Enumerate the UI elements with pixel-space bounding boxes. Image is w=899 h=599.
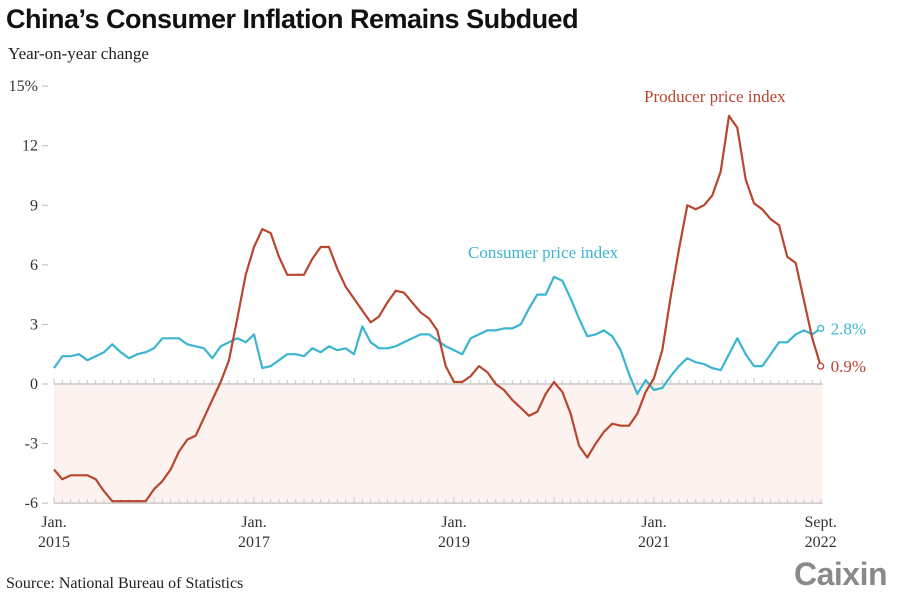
source-note: Source: National Bureau of Statistics <box>6 575 244 592</box>
x-tick-label-year: 2022 <box>805 534 837 551</box>
x-tick-label: Jan. <box>41 514 66 531</box>
y-tick-label: 6 <box>30 257 38 274</box>
end-point-marker <box>817 324 825 333</box>
series-label-cpi: Consumer price index <box>468 243 619 262</box>
x-tick-label-year: 2017 <box>238 534 270 551</box>
y-tick-label: 12 <box>22 138 38 155</box>
chart-subtitle: Year-on-year change <box>8 44 149 63</box>
end-value-label: 0.9% <box>831 357 866 376</box>
x-tick-label-year: 2019 <box>438 534 470 551</box>
x-tick-label: Jan. <box>641 514 666 531</box>
y-tick-label: 15% <box>9 78 38 95</box>
end-value-label: 2.8% <box>831 319 866 338</box>
negative-region <box>54 384 823 504</box>
y-tick-label: -6 <box>25 495 38 512</box>
series-label-ppi: Producer price index <box>644 87 786 106</box>
x-tick-label: Sept. <box>804 514 836 531</box>
y-tick-label: 0 <box>30 376 38 393</box>
y-tick-label: -3 <box>25 436 38 453</box>
x-tick-label: Jan. <box>441 514 466 531</box>
series-line-cpi <box>53 275 822 395</box>
caixin-logo: Caixin <box>793 556 888 592</box>
series-line-ppi <box>53 114 822 503</box>
x-tick-label: Jan. <box>241 514 266 531</box>
y-tick-label: 9 <box>30 197 38 214</box>
x-tick-label-year: 2021 <box>638 534 670 551</box>
chart-title: China’s Consumer Inflation Remains Subdu… <box>6 4 579 34</box>
y-tick-label: 3 <box>30 316 38 333</box>
end-point-marker <box>817 362 825 370</box>
x-tick-label-year: 2015 <box>38 534 70 551</box>
